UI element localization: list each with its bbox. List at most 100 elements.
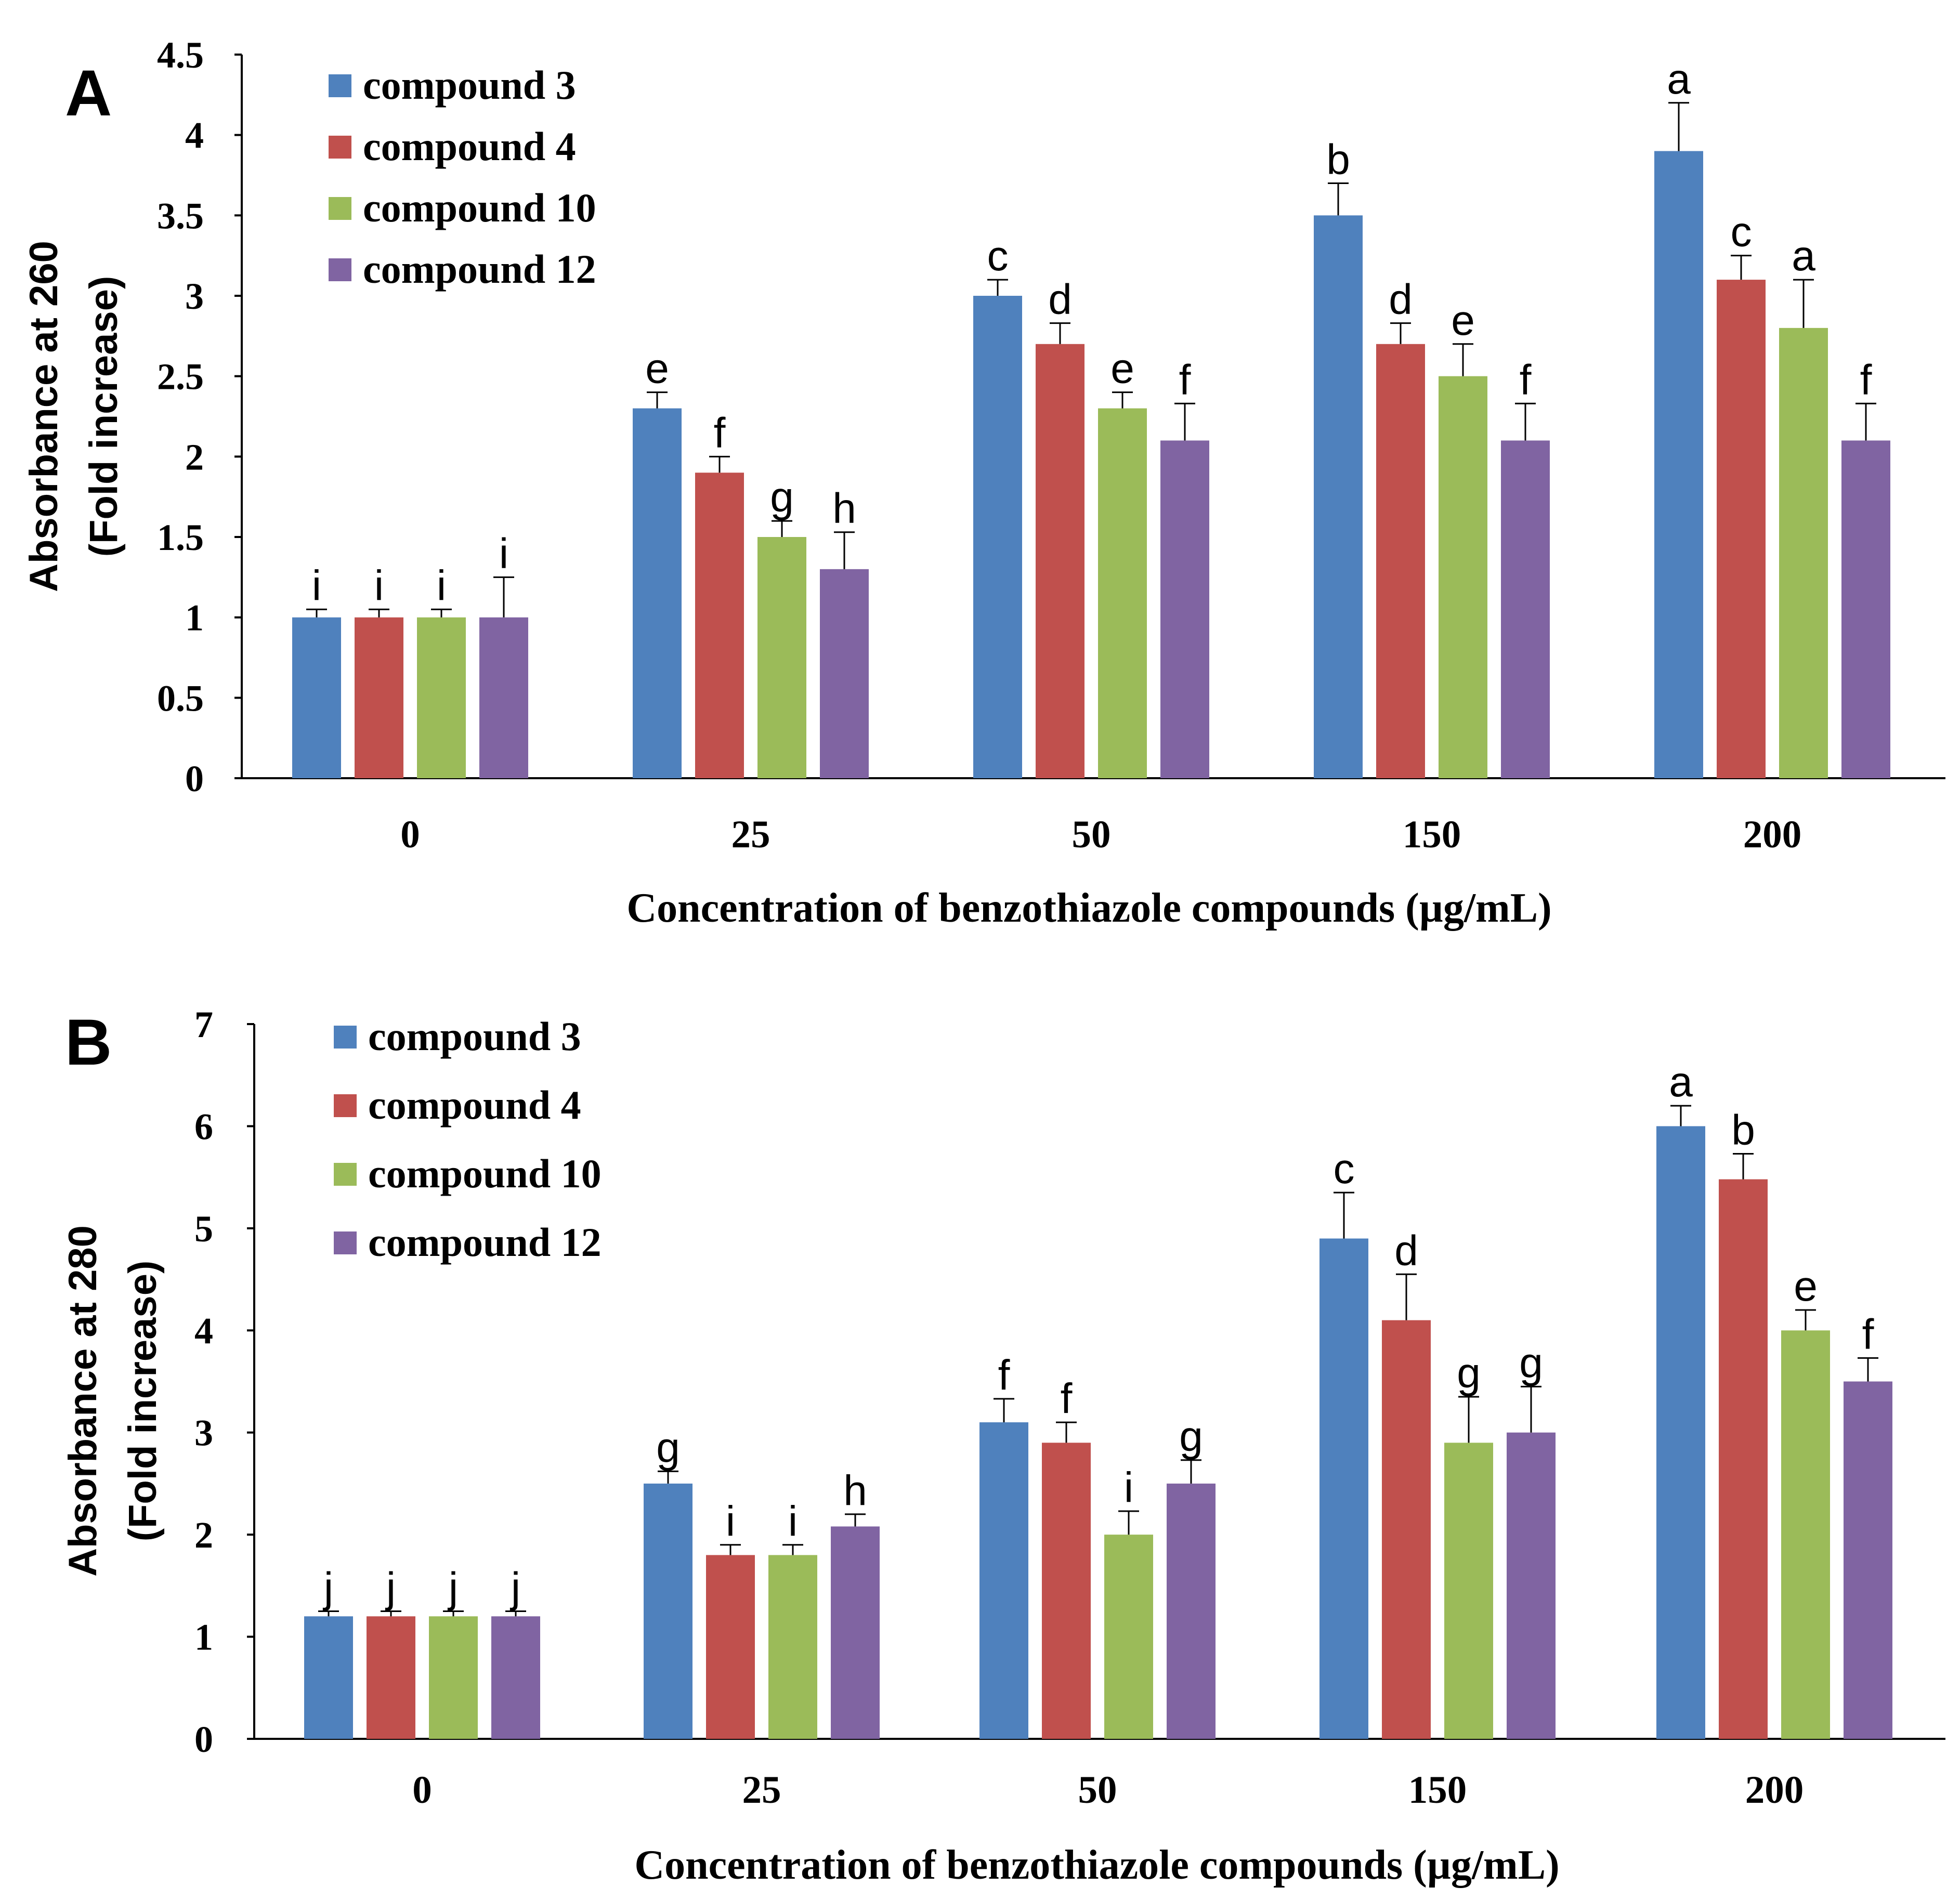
panel-a-y-tick-label: 0.5 — [157, 677, 204, 719]
panel-b-significance-letter: j — [323, 1564, 333, 1611]
panel-b-legend-swatch — [334, 1163, 357, 1186]
panel-b-significance-letter: f — [998, 1352, 1010, 1399]
panel-a-y-axis-title: (Fold increase) — [82, 276, 126, 557]
panel-b-bar — [1444, 1443, 1493, 1739]
panel-b-y-tick-label: 1 — [194, 1617, 213, 1658]
panel-b-bar — [1507, 1432, 1556, 1739]
panel-a-y-tick-label: 2.5 — [157, 356, 204, 398]
panel-b-x-tick-label: 0 — [412, 1768, 432, 1812]
panel-a-significance-letter: i — [312, 562, 321, 609]
panel-a-significance-letter: i — [374, 562, 384, 609]
panel-a-bar — [1779, 327, 1828, 778]
panel-b-y-tick-label: 7 — [194, 1004, 213, 1045]
panel-a-bar — [757, 537, 806, 778]
panel-a-significance-letter: e — [1451, 297, 1475, 344]
panel-b-y-axis-title: (Fold increase) — [121, 1261, 165, 1542]
panel-b-bar — [429, 1616, 478, 1739]
panel-a-significance-letter: c — [1731, 208, 1752, 256]
panel-b-legend-swatch — [334, 1094, 357, 1117]
panel-a-significance-letter: d — [1389, 276, 1413, 323]
panel-b-significance-letter: j — [510, 1564, 520, 1611]
panel-a-significance-letter: e — [645, 345, 669, 392]
panel-b-x-tick-label: 150 — [1408, 1768, 1467, 1812]
panel-b-significance-letter: f — [1862, 1311, 1874, 1358]
panel-a-significance-letter: a — [1667, 56, 1691, 103]
panel-b-letter: B — [65, 1006, 112, 1079]
panel-b-bar — [1781, 1330, 1830, 1739]
panel-b-y-tick-label: 5 — [194, 1208, 213, 1250]
panel-b-bar — [1042, 1443, 1091, 1739]
panel-a-y-axis-title: Absorbance at 260 — [22, 241, 66, 592]
panel-a-significance-letter: f — [1860, 356, 1872, 403]
panel-a-x-tick-label: 200 — [1743, 813, 1802, 856]
panel-a-bar — [1654, 151, 1703, 779]
panel-a-bar — [1098, 408, 1147, 778]
panel-b-bar — [768, 1555, 817, 1739]
panel-a-y-tick-label: 1 — [185, 597, 204, 639]
panel-b-significance-letter: g — [1519, 1339, 1543, 1386]
panel-a-x-tick-label: 150 — [1403, 813, 1461, 856]
panel-a-x-tick-label: 25 — [731, 813, 770, 856]
panel-a-bar — [1160, 440, 1209, 778]
panel-b-legend-swatch — [334, 1026, 357, 1049]
panel-b-x-axis-title: Concentration of benzothiazole compounds… — [634, 1842, 1559, 1888]
panel-b-legend-label: compound 3 — [368, 1014, 581, 1059]
panel-a-x-tick-label: 0 — [400, 813, 420, 856]
panel-a-bar — [1376, 344, 1425, 778]
panel-b-bar — [1319, 1238, 1368, 1739]
panel-a-legend-swatch — [329, 74, 351, 97]
panel-a-bar — [973, 296, 1022, 778]
panel-a-y-tick-label: 4.5 — [157, 34, 204, 76]
panel-b-significance-letter: d — [1394, 1227, 1418, 1274]
panel-a-bar — [820, 569, 869, 778]
panel-b-significance-letter: j — [385, 1564, 396, 1611]
panel-b-significance-letter: a — [1669, 1058, 1693, 1106]
panel-a-bar — [355, 617, 403, 778]
panel-a-bar — [417, 617, 466, 778]
panel-a-bar — [1501, 440, 1550, 778]
panel-b-bar — [644, 1483, 692, 1739]
panel-b-x-tick-label: 25 — [742, 1768, 781, 1812]
panel-a-y-tick-label: 3 — [185, 276, 204, 317]
panel-a-letter: A — [65, 57, 112, 129]
panel-a-significance-letter: e — [1110, 345, 1134, 392]
panel-a-legend-label: compound 10 — [363, 185, 596, 230]
panel-a-legend-swatch — [329, 136, 351, 159]
panel-b-legend-label: compound 10 — [368, 1151, 602, 1196]
panel-a-significance-letter: c — [987, 232, 1009, 280]
panel-a-bar — [1439, 376, 1487, 778]
panel-a-bar — [1717, 280, 1766, 778]
panel-b-significance-letter: f — [1061, 1375, 1073, 1422]
panel-a-legend-label: compound 3 — [363, 62, 576, 108]
panel-a-bar — [292, 617, 341, 778]
panel-b-x-tick-label: 50 — [1078, 1768, 1117, 1812]
panel-b-legend-swatch — [334, 1231, 357, 1254]
panel-a-x-tick-label: 50 — [1072, 813, 1111, 856]
panel-b-y-axis-title: Absorbance at 280 — [61, 1225, 105, 1577]
panel-a-bar — [695, 473, 744, 778]
panel-a-y-tick-label: 4 — [185, 115, 204, 156]
panel-a-significance-letter: b — [1326, 136, 1350, 183]
panel-a-legend-swatch — [329, 197, 351, 220]
panel-b-significance-letter: i — [726, 1498, 735, 1545]
panel-b-bar — [367, 1616, 415, 1739]
panel-b-y-tick-label: 6 — [194, 1106, 213, 1147]
panel-a-legend-label: compound 12 — [363, 246, 596, 292]
panel-a-bar — [1314, 215, 1363, 778]
panel-a-y-tick-label: 1.5 — [157, 517, 204, 558]
panel-b-significance-letter: i — [788, 1498, 798, 1545]
panel-a-significance-letter: d — [1048, 276, 1072, 323]
panel-a-significance-letter: i — [499, 530, 508, 577]
panel-a-significance-letter: f — [1179, 356, 1191, 403]
panel-b-significance-letter: g — [1457, 1349, 1481, 1397]
panel-a-bar — [1841, 440, 1890, 778]
panel-b-bar — [1104, 1535, 1153, 1739]
panel-b-bar — [831, 1526, 880, 1739]
panel-b-chart: B 0 1 2 3 4 5 6 7 0 25 50 150 200 Concentration of be… — [61, 1004, 1945, 1888]
panel-a-bar — [1036, 344, 1084, 778]
panel-a-bar — [479, 617, 528, 778]
panel-a-significance-letter: g — [770, 474, 794, 521]
panel-a-significance-letter: i — [437, 562, 446, 609]
panel-b-significance-letter: j — [448, 1564, 458, 1611]
